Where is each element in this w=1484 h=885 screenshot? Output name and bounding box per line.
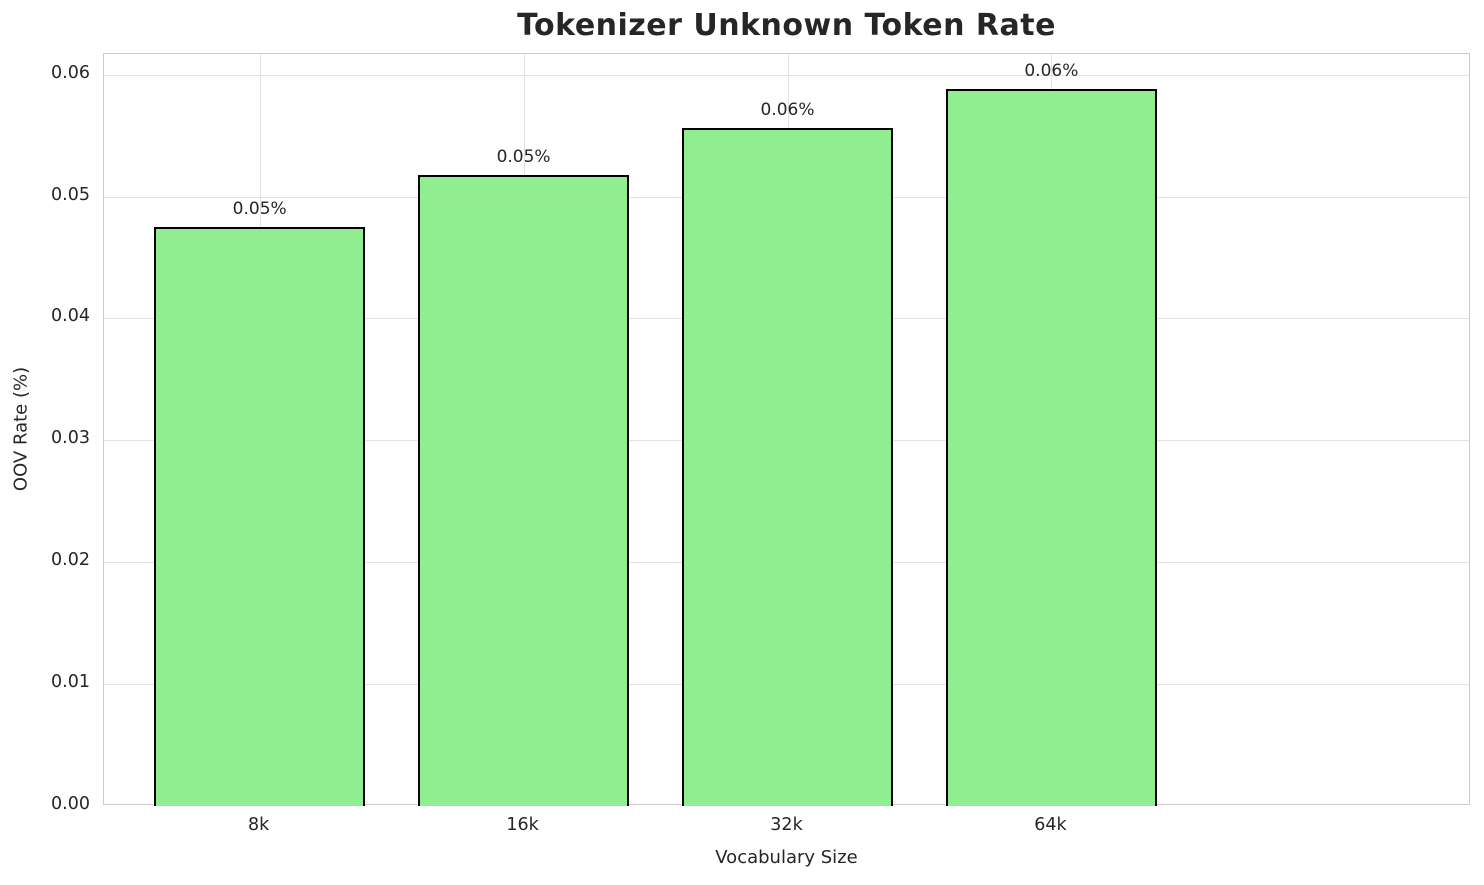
- y-axis-label-text: OOV Rate (%): [10, 366, 32, 492]
- plot-area: 0.05% 0.05% 0.06% 0.06%: [103, 53, 1470, 806]
- bar-value-label: 0.05%: [496, 146, 551, 167]
- bar-8k: [154, 227, 366, 806]
- y-tick-label: 0.02: [51, 550, 90, 571]
- x-tick-label: 32k: [770, 815, 803, 835]
- bar-value-label: 0.06%: [760, 100, 815, 121]
- y-tick-label: 0.01: [51, 672, 90, 693]
- x-tick-label: 8k: [248, 815, 270, 835]
- bar-16k: [418, 174, 630, 806]
- bar-value-label: 0.06%: [1024, 61, 1079, 82]
- gridline-horizontal: [104, 74, 1469, 76]
- chart-title: Tokenizer Unknown Token Rate: [517, 8, 1056, 43]
- y-tick-label: 0.06: [51, 62, 90, 83]
- bar-32k: [681, 128, 894, 806]
- bar-64k: [945, 89, 1157, 806]
- bar-value-label: 0.05%: [232, 199, 287, 220]
- x-axis-label: Vocabulary Size: [715, 847, 858, 868]
- x-tick-label: 64k: [1034, 815, 1067, 835]
- y-tick-label: 0.00: [51, 794, 90, 814]
- y-tick-label: 0.04: [51, 306, 90, 327]
- y-tick-label: 0.03: [51, 428, 90, 449]
- y-tick-label: 0.05: [51, 184, 90, 205]
- x-tick-label: 16k: [506, 815, 539, 835]
